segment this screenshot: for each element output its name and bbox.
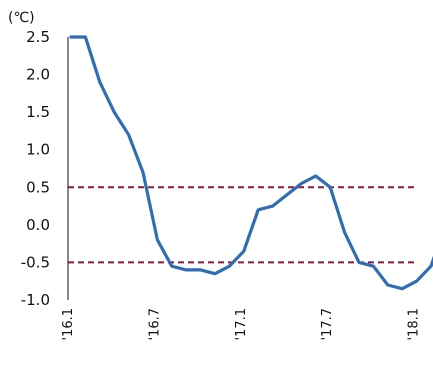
y-tick-label: 1.0 [26,141,50,159]
y-tick-label: -0.5 [21,253,50,271]
y-tick-label: -1.0 [21,291,50,309]
series-line [69,35,433,291]
x-tick-label: '16.7 [147,308,162,341]
y-tick-label: 0.5 [26,178,50,196]
y-tick-label: 2.0 [26,66,50,84]
x-tick-labels: '16.1'16.7'17.1'17.7'18.1'18.7'19.1'19.7 [61,308,422,341]
x-tick-label: '18.1 [407,308,422,341]
x-tick-label: '17.7 [320,308,335,341]
y-tick-label: 2.5 [26,28,50,46]
y-tick-labels: 2.5 2.0 1.5 1.0 0.5 0.0 -0.5 -1.0 [21,28,50,309]
x-tick-label: '16.1 [61,308,76,341]
y-tick-label: 0.0 [26,216,50,234]
x-tick-label: '17.1 [234,308,249,341]
y-tick-label: 1.5 [26,103,50,121]
unit-label: (℃) [8,10,35,26]
